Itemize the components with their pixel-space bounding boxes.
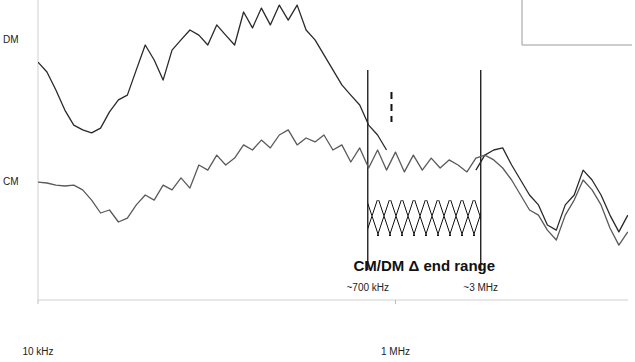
marker-line: [480, 70, 481, 270]
x-axis: [38, 300, 628, 301]
range-hatch: [368, 200, 481, 236]
series-line: [38, 130, 628, 245]
x-tick-label: 10 kHz: [22, 346, 53, 357]
series-label: DM: [3, 34, 19, 45]
plot-area: [38, 5, 628, 270]
background: [0, 0, 635, 362]
series-label: CM: [3, 176, 19, 187]
x-tick-label: 1 MHz: [381, 346, 410, 357]
series-line: [38, 5, 628, 232]
marker-label: ~3 MHz: [463, 282, 498, 293]
marker-line: [390, 92, 392, 122]
marker-line: [367, 70, 368, 270]
y-axis: [38, 0, 39, 300]
x-tick: [38, 300, 39, 304]
x-tick: [395, 300, 396, 304]
marker-label: ~700 kHz: [347, 282, 390, 293]
decoration: [522, 0, 632, 45]
chart: 10 kHz 1 MHz DM CM ~700 kHz ~3 MHz CM/DM Δ end…: [0, 0, 635, 362]
range-label: CM/DM Δ end range: [353, 257, 495, 274]
